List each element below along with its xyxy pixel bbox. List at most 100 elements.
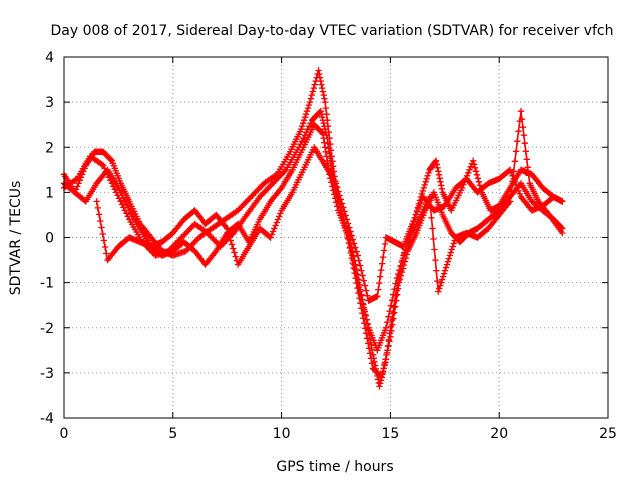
data-point bbox=[322, 148, 329, 155]
data-point bbox=[437, 282, 444, 289]
data-point bbox=[377, 373, 384, 380]
data-point bbox=[524, 164, 531, 171]
data-point bbox=[353, 248, 360, 255]
data-point bbox=[412, 211, 419, 219]
data-point bbox=[344, 220, 352, 227]
y-tick-labels: -4 -3 -2 -1 0 1 2 3 4 bbox=[40, 50, 54, 427]
data-point bbox=[310, 84, 317, 92]
x-tick-labels: 0 5 10 15 20 25 bbox=[60, 426, 617, 442]
data-point bbox=[416, 202, 423, 210]
x-axis-label: GPS time / hours bbox=[276, 459, 393, 475]
data-point bbox=[93, 198, 100, 205]
data-point bbox=[319, 114, 326, 121]
data-point bbox=[435, 288, 442, 295]
data-point bbox=[306, 98, 314, 106]
data-point bbox=[442, 264, 450, 271]
data-point bbox=[473, 171, 481, 178]
data-point bbox=[381, 360, 388, 368]
data-point bbox=[269, 228, 277, 235]
data-point bbox=[425, 169, 432, 176]
data-point bbox=[519, 124, 527, 131]
data-point bbox=[337, 196, 344, 203]
data-point bbox=[227, 237, 234, 244]
data-point bbox=[522, 148, 529, 155]
data-point bbox=[514, 138, 521, 145]
data-point bbox=[379, 253, 387, 261]
data-point bbox=[380, 365, 387, 372]
data-point bbox=[103, 250, 110, 257]
data-point bbox=[338, 200, 346, 207]
data-point bbox=[75, 180, 82, 187]
data-point bbox=[317, 77, 324, 85]
data-point bbox=[231, 249, 238, 256]
axis-ticks bbox=[63, 56, 609, 419]
data-point bbox=[321, 139, 328, 146]
data-point bbox=[304, 104, 312, 112]
data-point bbox=[558, 224, 565, 231]
data-point bbox=[322, 104, 329, 112]
data-point bbox=[272, 222, 279, 229]
data-point bbox=[355, 257, 363, 264]
data-point bbox=[385, 342, 392, 349]
data-point bbox=[510, 175, 517, 182]
data-point bbox=[354, 284, 361, 292]
data-point bbox=[469, 157, 477, 164]
data-point bbox=[402, 254, 410, 262]
y-tick-label: -3 bbox=[40, 366, 54, 382]
data-point bbox=[438, 279, 445, 286]
data-point bbox=[419, 187, 426, 195]
data-point bbox=[333, 199, 340, 206]
x-tick-label: 25 bbox=[599, 426, 617, 442]
data-point bbox=[431, 246, 438, 253]
data-point bbox=[377, 273, 384, 280]
data-point bbox=[432, 256, 439, 264]
data-point bbox=[300, 117, 308, 124]
data-point bbox=[342, 212, 349, 219]
data-point bbox=[348, 232, 355, 239]
data-point bbox=[387, 333, 394, 340]
data-point bbox=[363, 316, 370, 323]
data-point bbox=[344, 234, 351, 242]
data-series-2 bbox=[60, 108, 566, 354]
data-point bbox=[273, 219, 280, 226]
y-tick-label: 3 bbox=[45, 95, 54, 111]
data-point bbox=[420, 184, 427, 192]
data-point bbox=[301, 114, 309, 121]
chart-title: Day 008 of 2017, Sidereal Day-to-day VTE… bbox=[50, 23, 613, 39]
data-point bbox=[361, 282, 369, 289]
data-point bbox=[302, 111, 310, 118]
data-point bbox=[321, 144, 329, 151]
data-point bbox=[94, 204, 101, 212]
data-point bbox=[449, 243, 456, 250]
data-point bbox=[352, 274, 359, 282]
data-point bbox=[316, 70, 323, 78]
data-point bbox=[382, 356, 389, 363]
data-point bbox=[409, 220, 416, 228]
y-axis-label: SDTVAR / TECUs bbox=[8, 181, 24, 296]
data-point bbox=[475, 178, 483, 185]
data-point bbox=[230, 245, 237, 252]
data-point bbox=[411, 214, 418, 222]
data-point bbox=[98, 224, 105, 231]
data-point bbox=[321, 98, 329, 106]
data-point bbox=[358, 267, 365, 274]
data-point bbox=[361, 320, 368, 327]
y-tick-label: 1 bbox=[45, 185, 54, 201]
data-point bbox=[316, 74, 324, 81]
data-series-3 bbox=[60, 121, 566, 381]
data-point bbox=[298, 126, 305, 133]
data-point bbox=[393, 297, 400, 304]
data-point bbox=[466, 166, 473, 173]
data-point bbox=[445, 255, 453, 262]
data-point bbox=[443, 261, 451, 268]
data-point bbox=[320, 91, 327, 99]
data-point bbox=[470, 161, 478, 168]
data-point bbox=[274, 216, 282, 223]
data-point bbox=[329, 183, 336, 190]
data-point bbox=[417, 199, 424, 207]
data-point bbox=[355, 290, 362, 297]
data-point bbox=[410, 217, 417, 225]
data-point bbox=[360, 277, 367, 284]
data-point bbox=[365, 340, 372, 347]
